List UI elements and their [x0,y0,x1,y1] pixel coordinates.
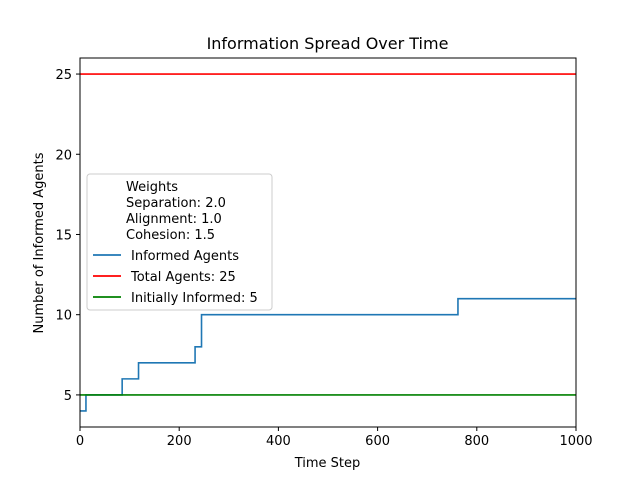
y-axis-label: Number of Informed Agents [32,152,47,333]
legend-box [86,173,273,311]
x-tick-label: 800 [464,434,489,449]
legend-entry-label: Informed Agents [131,249,239,264]
y-tick-label: 20 [55,148,72,163]
axes-frame [79,57,577,428]
chart-title: Information Spread Over Time [207,34,449,53]
legend-title-line: Cohesion: 1.5 [126,228,215,243]
y-tick-label: 10 [55,309,72,324]
x-tick-label: 1000 [559,434,592,449]
x-tick-label: 400 [266,434,291,449]
legend-title-line: Alignment: 1.0 [126,212,222,227]
y-tick-label: 15 [55,228,72,243]
legend-title-line: Separation: 2.0 [126,196,226,211]
x-tick-label: 0 [76,434,84,449]
legend-entry-label: Initially Informed: 5 [131,291,258,306]
legend-entry-label: Total Agents: 25 [130,270,236,285]
y-tick-label: 25 [55,68,72,83]
axes-layer: 0 200 400 600 800 1000 5 10 15 20 25 [55,57,593,449]
x-tick-label: 200 [167,434,192,449]
legend-title-line: Weights [126,180,178,195]
series-layer [80,73,576,412]
y-tick-label: 5 [64,389,72,404]
x-tick-label: 600 [365,434,390,449]
x-axis-label: Time Step [294,456,361,471]
